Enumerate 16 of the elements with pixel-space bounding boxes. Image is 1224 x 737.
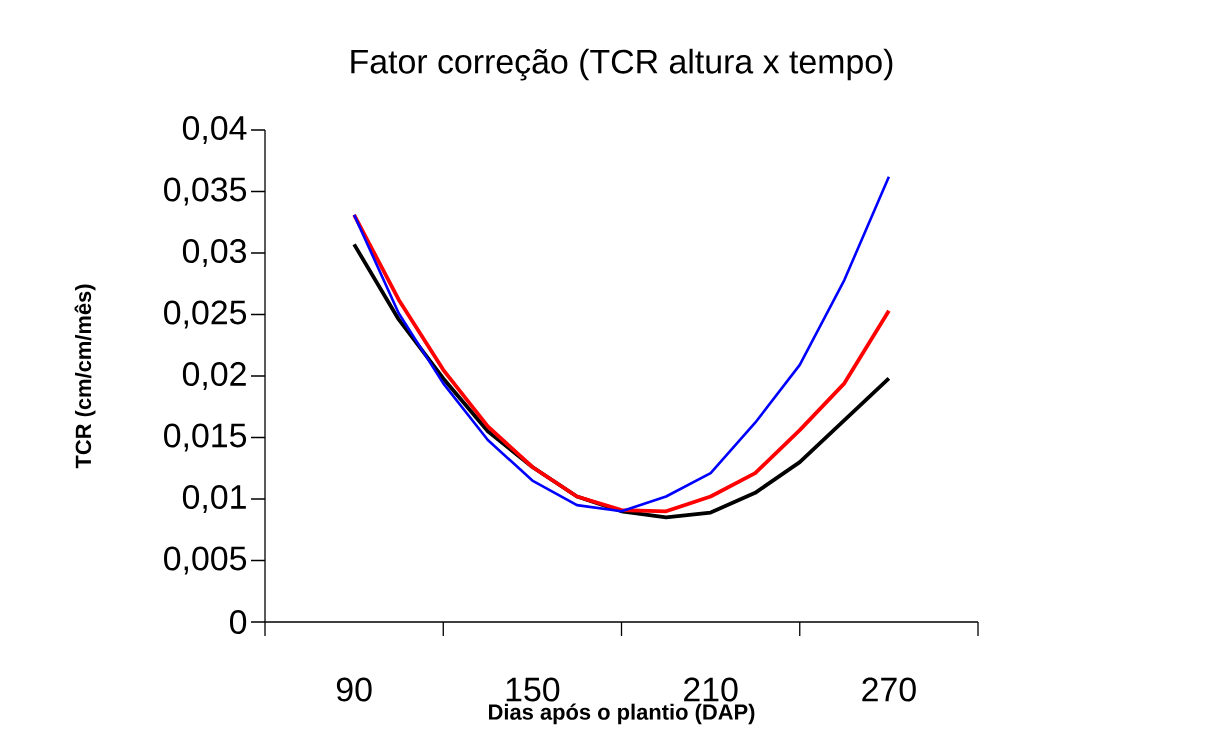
chart-title: Fator correção (TCR altura x tempo) [351, 48, 893, 81]
x-tick-label: 150 [506, 677, 560, 702]
y-tick-label: 0,035 [164, 177, 247, 206]
y-axis-title: TCR (cm/cm/mês) [74, 284, 96, 469]
y-tick-label: 0,03 [182, 238, 246, 267]
y-tick-label: 0,015 [164, 423, 247, 452]
y-tick-label: 0 [229, 609, 247, 634]
y-tick-label: 0,01 [182, 484, 246, 513]
y-tick-label: 0,02 [182, 361, 246, 390]
x-tick-label: 270 [862, 677, 916, 702]
y-tick-label: 0,005 [164, 546, 247, 575]
x-tick-label: 90 [336, 677, 372, 702]
y-tick-label: 0,04 [182, 115, 247, 144]
x-axis-title: Dias após o plantio (DAP) [489, 703, 755, 725]
x-tick-label: 210 [684, 677, 738, 702]
y-tick-label: 0,025 [164, 300, 247, 329]
